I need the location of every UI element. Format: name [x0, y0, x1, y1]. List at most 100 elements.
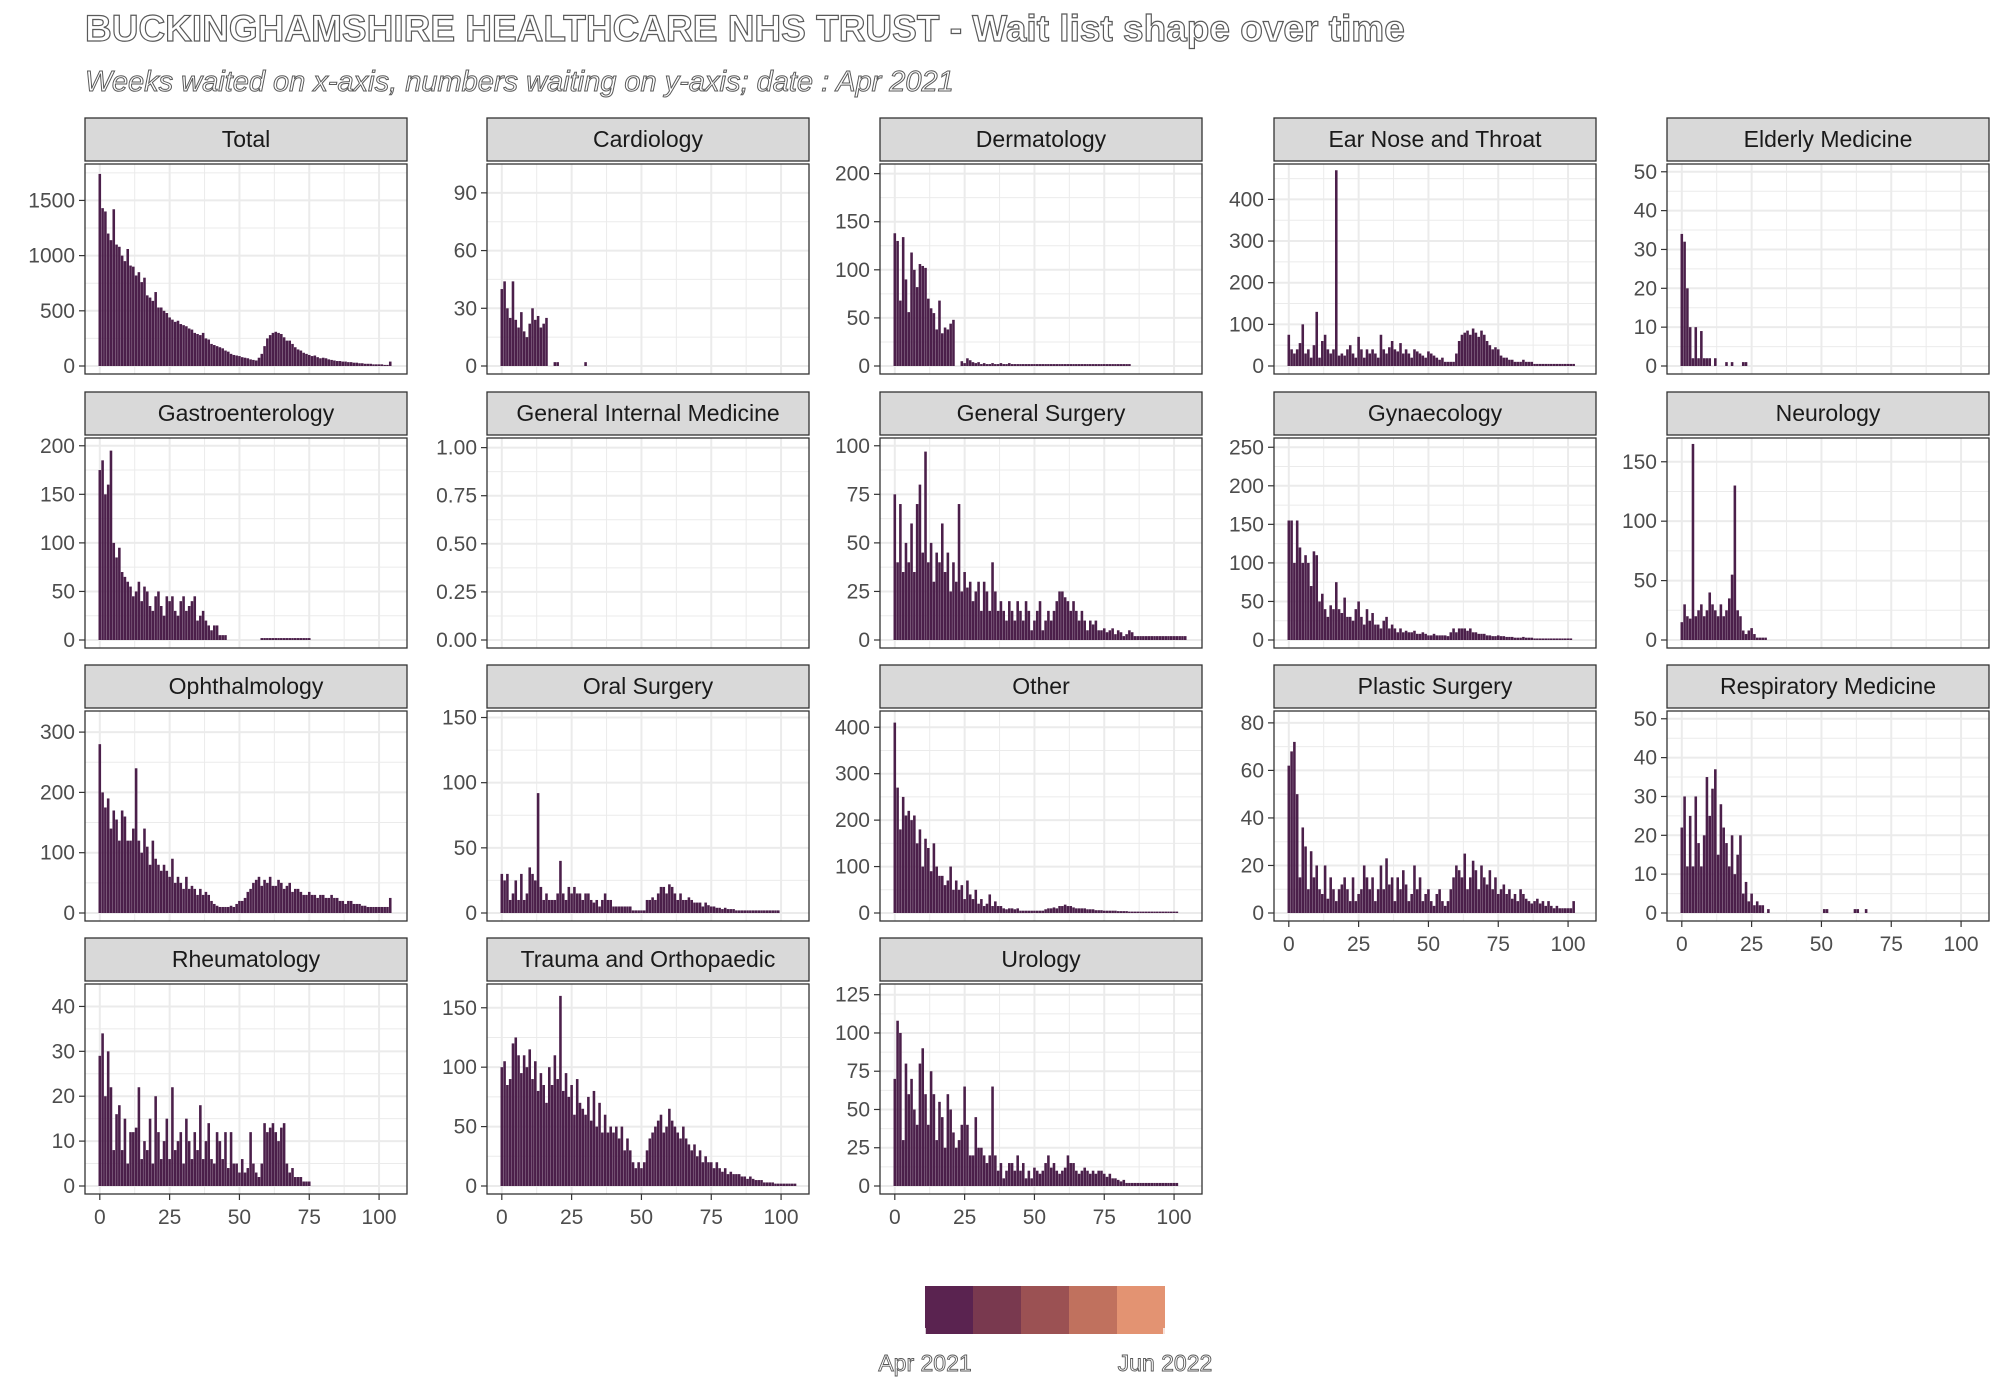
bar — [1334, 582, 1338, 640]
bar — [185, 610, 188, 640]
bar — [910, 523, 913, 640]
bar — [1030, 910, 1033, 913]
bar — [112, 209, 116, 366]
bar — [171, 319, 174, 366]
bar — [1033, 364, 1036, 366]
plot-panel-border — [879, 710, 1203, 922]
bar — [668, 1108, 671, 1186]
bar — [1491, 349, 1494, 366]
bar — [1332, 609, 1335, 640]
bar — [1158, 636, 1162, 640]
bar — [774, 910, 777, 913]
bar — [1362, 357, 1366, 366]
bar — [1290, 751, 1293, 913]
bar — [985, 1163, 989, 1186]
bar — [173, 610, 177, 640]
bar — [634, 910, 638, 913]
bar — [907, 312, 911, 366]
bar — [104, 494, 107, 640]
bar — [235, 903, 238, 913]
bar — [327, 359, 331, 366]
bar — [1474, 870, 1478, 913]
y-tick-label: 40 — [1241, 807, 1264, 830]
plot-panel-bg — [487, 711, 809, 921]
x-tick-label: 100 — [1944, 933, 1979, 956]
facet-strip — [879, 664, 1203, 709]
bar — [296, 888, 300, 913]
bar — [154, 1096, 157, 1186]
bar — [213, 345, 216, 366]
bar — [1301, 562, 1305, 640]
bar — [1111, 1178, 1114, 1186]
bar — [561, 893, 565, 913]
bar — [338, 361, 342, 366]
bar — [623, 906, 626, 913]
bar — [957, 889, 961, 913]
bar — [1312, 551, 1316, 640]
y-tick-label: 50 — [1634, 708, 1657, 731]
bar — [506, 308, 509, 366]
bar — [1736, 854, 1739, 913]
bar — [1030, 364, 1033, 366]
bar — [143, 1141, 146, 1186]
bar — [1111, 364, 1114, 366]
bar — [249, 1132, 252, 1186]
bar — [171, 858, 174, 913]
bar — [1755, 637, 1759, 640]
bar — [707, 905, 710, 913]
bar — [640, 1168, 643, 1186]
bar — [980, 1147, 983, 1186]
bar — [210, 900, 213, 913]
bar — [1178, 636, 1181, 640]
bar — [1429, 635, 1433, 640]
facet-strip — [1273, 391, 1597, 436]
bar — [918, 829, 922, 913]
bar — [1502, 884, 1506, 913]
bar — [1443, 635, 1447, 640]
bar — [1477, 889, 1480, 913]
bar — [957, 1140, 961, 1186]
bar — [1035, 610, 1039, 640]
bar — [305, 353, 308, 366]
bar — [106, 233, 110, 366]
x-tick-label: 25 — [1347, 933, 1370, 956]
bar — [1326, 349, 1330, 366]
bar — [732, 1174, 735, 1186]
bar — [1142, 636, 1145, 640]
bar — [570, 1085, 573, 1186]
bar — [145, 1150, 149, 1186]
bar — [291, 343, 294, 366]
bar — [946, 880, 950, 913]
bar — [999, 601, 1003, 640]
bar — [991, 1086, 994, 1186]
bar — [1694, 796, 1698, 913]
bar — [904, 815, 908, 913]
bar — [215, 1132, 219, 1186]
bar — [1100, 630, 1103, 640]
bar — [1550, 638, 1553, 640]
bar — [1136, 636, 1140, 640]
bar — [735, 910, 738, 913]
bar — [1455, 865, 1458, 913]
x-tick-label: 50 — [630, 1206, 653, 1229]
bar — [553, 899, 557, 913]
bar — [1446, 901, 1450, 913]
bar — [508, 317, 512, 366]
bar — [238, 900, 241, 913]
bar — [207, 339, 211, 366]
x-tick-label: 75 — [1880, 933, 1903, 956]
bar — [960, 1124, 964, 1186]
bar — [779, 1183, 783, 1186]
bar — [243, 357, 247, 366]
bar — [235, 1163, 238, 1186]
bar — [280, 882, 283, 913]
bar — [1175, 636, 1179, 640]
bar — [573, 1114, 576, 1186]
facet-strip-label: Trauma and Orthopaedic — [521, 946, 776, 972]
bar — [1005, 364, 1008, 366]
plot-panel-border — [486, 163, 810, 375]
bar — [1683, 604, 1686, 640]
bar — [1133, 1182, 1137, 1186]
bar — [132, 1132, 135, 1186]
